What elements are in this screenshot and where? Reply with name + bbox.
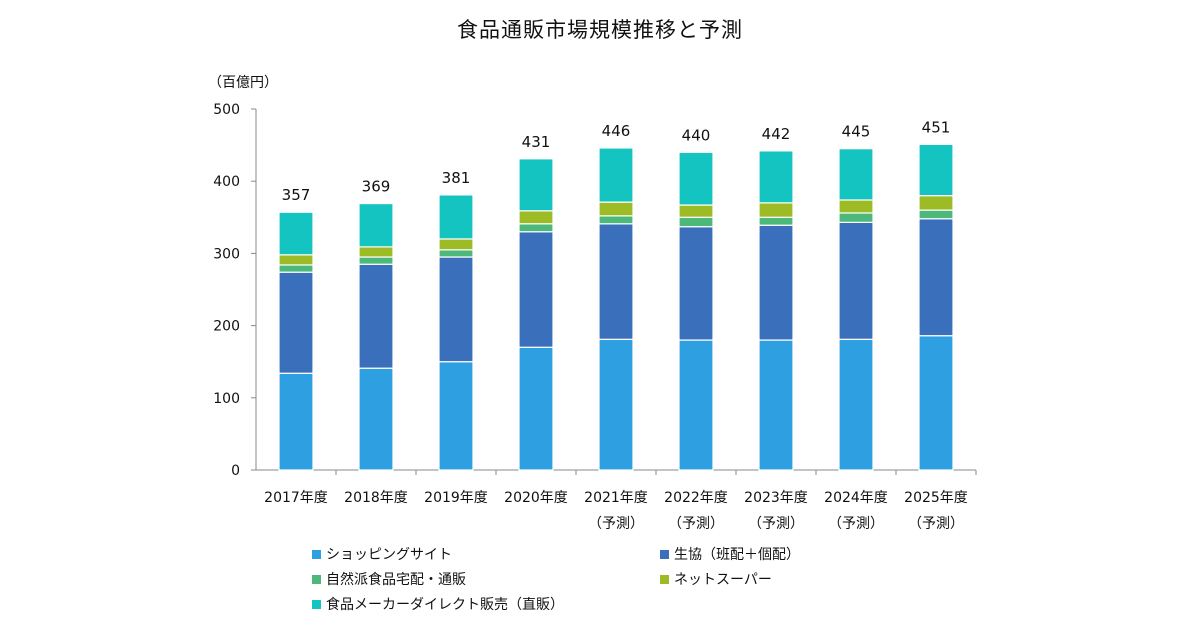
bar-segment [358, 256, 394, 265]
bar-segment [838, 338, 874, 471]
bar-segment [358, 263, 394, 369]
x-tick-label: 2017年度 [264, 490, 328, 506]
bar-segment [598, 201, 634, 217]
bar-segment [518, 158, 554, 212]
bar-segment [678, 339, 714, 471]
bar-segment [918, 335, 954, 471]
bar-segment [918, 195, 954, 211]
x-tick-sublabel: （予測） [588, 516, 644, 532]
total-data-label: 440 [682, 126, 711, 144]
x-tick-sublabel: （予測） [828, 516, 884, 532]
y-tick-label: 0 [231, 463, 240, 479]
bar-segment [758, 150, 794, 204]
bar-segment [438, 361, 474, 471]
bar-segment [918, 209, 954, 220]
bar-segment [758, 224, 794, 341]
x-tick-label: 2021年度 [584, 490, 648, 506]
bar-segment [278, 211, 314, 256]
bar-segment [438, 194, 474, 240]
total-data-label: 357 [282, 186, 311, 204]
legend-label: ネットスーパー [674, 572, 772, 588]
legend-item-maker-direct: 食品メーカーダイレクト販売（直販） [312, 594, 564, 614]
legend-label: ショッピングサイト [326, 547, 452, 563]
legend-label: 食品メーカーダイレクト販売（直販） [326, 597, 564, 613]
bar-segment [278, 264, 314, 273]
legend-swatch [660, 549, 669, 559]
bar-segment [598, 215, 634, 225]
bar-segment [758, 216, 794, 226]
y-tick-label: 100 [213, 391, 240, 407]
bar-segment [678, 216, 714, 228]
bar-segment [278, 254, 314, 266]
bar-segment [518, 346, 554, 471]
x-tick-sublabel: （予測） [668, 516, 724, 532]
bar-segment [918, 218, 954, 337]
total-data-label: 431 [522, 133, 551, 151]
total-data-label: 442 [762, 125, 791, 143]
bar-segment [838, 199, 874, 214]
chart-title: 食品通販市場規模推移と予測 [457, 18, 743, 42]
bar-segment [358, 202, 394, 248]
bar-segment [838, 221, 874, 340]
bar-segment [678, 151, 714, 206]
x-tick-label: 2022年度 [664, 490, 728, 506]
bar-segment [598, 338, 634, 471]
y-tick-label: 400 [213, 174, 240, 190]
x-tick-sublabel: （予測） [748, 516, 804, 532]
y-tick-label: 300 [213, 246, 240, 262]
bar-segment [278, 271, 314, 374]
x-tick-label: 2018年度 [344, 490, 408, 506]
bar-segment [358, 246, 394, 258]
total-data-label: 445 [842, 123, 871, 141]
legend-item-natural-food: 自然派食品宅配・通販 [312, 569, 466, 589]
bar-segment [278, 372, 314, 471]
bar-segment [838, 212, 874, 223]
bar-segment [758, 339, 794, 471]
bar-segment [678, 204, 714, 218]
legend-swatch [312, 599, 321, 609]
bar-segment [758, 202, 794, 218]
bar-segment [518, 223, 554, 233]
total-data-label: 451 [922, 118, 951, 136]
bar-segment [438, 249, 474, 258]
x-tick-label: 2020年度 [504, 490, 568, 506]
bar-segment [838, 148, 874, 201]
bar-segment [518, 231, 554, 348]
x-tick-label: 2023年度 [744, 490, 808, 506]
bar-segment [438, 256, 474, 363]
legend-item-coop: 生協（班配＋個配） [660, 544, 800, 564]
x-tick-label: 2019年度 [424, 490, 488, 506]
bar-segment [438, 238, 474, 251]
total-data-label: 369 [362, 178, 391, 196]
x-tick-sublabel: （予測） [908, 516, 964, 532]
bar-segment [358, 367, 394, 471]
bar-segment [678, 226, 714, 341]
bar-segment [518, 210, 554, 225]
y-axis-unit-label: （百億円） [208, 75, 278, 91]
legend-item-shopping-site: ショッピングサイト [312, 544, 452, 564]
x-tick-label: 2024年度 [824, 490, 888, 506]
total-data-label: 446 [602, 122, 631, 140]
legend-label: 自然派食品宅配・通販 [326, 572, 466, 588]
legend-swatch [660, 574, 669, 584]
bar-segment [598, 223, 634, 340]
legend-swatch [312, 549, 321, 559]
y-tick-label: 200 [213, 319, 240, 335]
bar-segment [918, 143, 954, 197]
x-tick-label: 2025年度 [904, 490, 968, 506]
legend-label: 生協（班配＋個配） [674, 547, 800, 563]
total-data-label: 381 [442, 169, 471, 187]
bar-segment [598, 147, 634, 203]
legend-item-net-super: ネットスーパー [660, 569, 772, 589]
legend-swatch [312, 574, 321, 584]
y-tick-label: 500 [213, 102, 240, 118]
